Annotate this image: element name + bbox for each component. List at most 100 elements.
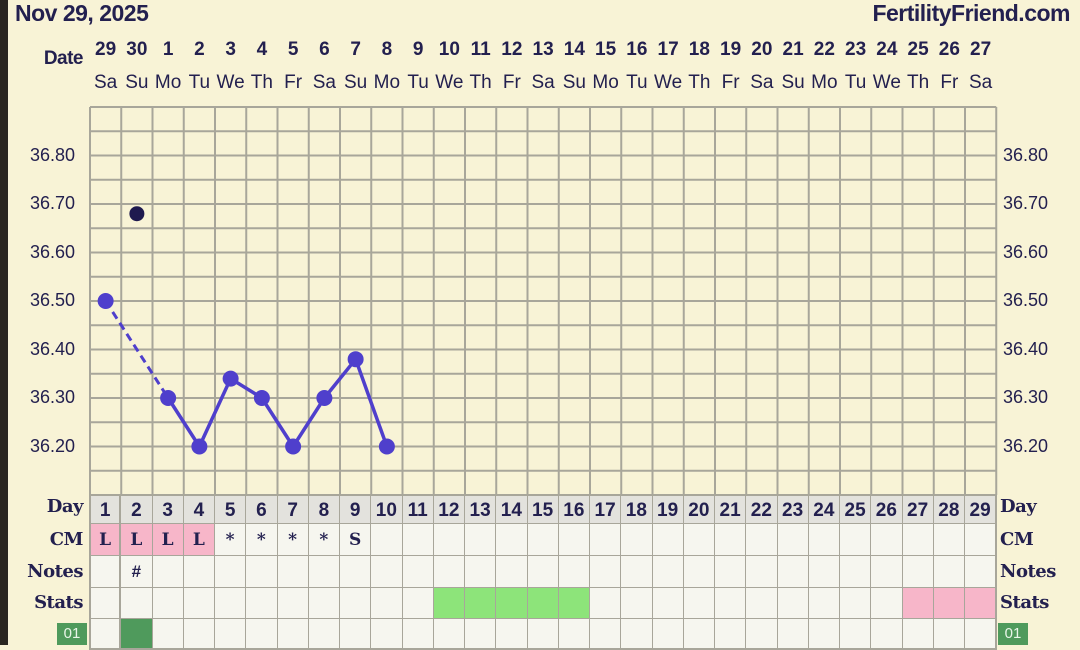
cm-cell[interactable]: * — [246, 524, 279, 557]
brand-logo-text[interactable]: FertilityFriend.com — [872, 0, 1070, 26]
bottom-cell[interactable] — [683, 619, 716, 650]
bottom-cell[interactable] — [808, 619, 841, 650]
cm-cell[interactable] — [621, 524, 654, 557]
bottom-cell[interactable] — [933, 619, 966, 650]
notes-cell[interactable] — [89, 556, 122, 589]
bottom-cell[interactable] — [652, 619, 685, 650]
bottom-cell[interactable] — [840, 619, 873, 650]
notes-cell[interactable] — [965, 556, 998, 589]
stats-cell[interactable] — [183, 588, 216, 620]
bottom-cell[interactable] — [715, 619, 748, 650]
stats-cell[interactable] — [371, 588, 404, 620]
bottom-cell[interactable] — [902, 619, 935, 650]
bottom-cell[interactable] — [465, 619, 498, 650]
cm-cell[interactable] — [496, 524, 529, 557]
cm-cell[interactable] — [371, 524, 404, 557]
cm-cell[interactable] — [433, 524, 466, 557]
stats-cell[interactable] — [527, 588, 560, 620]
cm-cell[interactable] — [683, 524, 716, 557]
notes-cell[interactable] — [371, 556, 404, 589]
cm-cell[interactable] — [402, 524, 435, 557]
cm-cell[interactable] — [902, 524, 935, 557]
bottom-cell[interactable] — [965, 619, 998, 650]
notes-cell[interactable] — [746, 556, 779, 589]
notes-cell[interactable] — [152, 556, 185, 589]
stats-cell[interactable] — [590, 588, 623, 620]
notes-cell[interactable]: # — [121, 556, 154, 589]
bottom-cell[interactable] — [558, 619, 591, 650]
stats-cell[interactable] — [933, 588, 966, 620]
notes-cell[interactable] — [715, 556, 748, 589]
bottom-cell[interactable] — [308, 619, 341, 650]
notes-cell[interactable] — [871, 556, 904, 589]
notes-cell[interactable] — [308, 556, 341, 589]
cm-cell[interactable]: * — [215, 524, 248, 557]
cm-cell[interactable] — [715, 524, 748, 557]
notes-cell[interactable] — [840, 556, 873, 589]
cm-cell[interactable] — [777, 524, 810, 557]
cm-cell[interactable] — [590, 524, 623, 557]
stats-cell[interactable] — [340, 588, 373, 620]
stats-cell[interactable] — [746, 588, 779, 620]
stats-cell[interactable] — [808, 588, 841, 620]
stats-cell[interactable] — [621, 588, 654, 620]
bottom-cell[interactable] — [433, 619, 466, 650]
cm-cell[interactable]: L — [121, 524, 154, 557]
bottom-cell[interactable] — [871, 619, 904, 650]
notes-cell[interactable] — [652, 556, 685, 589]
cm-cell[interactable] — [933, 524, 966, 557]
badge-left[interactable]: 01 — [57, 623, 87, 645]
stats-cell[interactable] — [215, 588, 248, 620]
stats-cell[interactable] — [683, 588, 716, 620]
notes-cell[interactable] — [433, 556, 466, 589]
bottom-cell[interactable] — [527, 619, 560, 650]
stats-cell[interactable] — [433, 588, 466, 620]
bottom-cell[interactable] — [402, 619, 435, 650]
notes-cell[interactable] — [465, 556, 498, 589]
cm-cell[interactable]: L — [89, 524, 122, 557]
badge-right[interactable]: 01 — [998, 623, 1028, 645]
stats-cell[interactable] — [715, 588, 748, 620]
stats-cell[interactable] — [777, 588, 810, 620]
stats-cell[interactable] — [246, 588, 279, 620]
cm-cell[interactable] — [527, 524, 560, 557]
cm-cell[interactable] — [965, 524, 998, 557]
notes-cell[interactable] — [496, 556, 529, 589]
stats-cell[interactable] — [965, 588, 998, 620]
stats-cell[interactable] — [840, 588, 873, 620]
notes-cell[interactable] — [527, 556, 560, 589]
cm-cell[interactable]: * — [277, 524, 310, 557]
notes-cell[interactable] — [777, 556, 810, 589]
cm-cell[interactable]: L — [152, 524, 185, 557]
notes-cell[interactable] — [590, 556, 623, 589]
stats-cell[interactable] — [277, 588, 310, 620]
bottom-cell[interactable] — [246, 619, 279, 650]
stats-cell[interactable] — [496, 588, 529, 620]
bottom-cell[interactable] — [89, 619, 122, 650]
cm-cell[interactable]: * — [308, 524, 341, 557]
notes-cell[interactable] — [933, 556, 966, 589]
notes-cell[interactable] — [683, 556, 716, 589]
notes-cell[interactable] — [215, 556, 248, 589]
bottom-cell[interactable] — [371, 619, 404, 650]
stats-cell[interactable] — [902, 588, 935, 620]
bottom-cell[interactable] — [277, 619, 310, 650]
bottom-cell[interactable] — [621, 619, 654, 650]
notes-cell[interactable] — [183, 556, 216, 589]
notes-cell[interactable] — [902, 556, 935, 589]
bottom-cell[interactable] — [746, 619, 779, 650]
cm-cell[interactable] — [652, 524, 685, 557]
bottom-cell[interactable] — [183, 619, 216, 650]
stats-cell[interactable] — [402, 588, 435, 620]
cm-cell[interactable] — [808, 524, 841, 557]
bottom-cell[interactable] — [590, 619, 623, 650]
bottom-cell[interactable] — [496, 619, 529, 650]
stats-cell[interactable] — [121, 588, 154, 620]
bottom-cell[interactable] — [152, 619, 185, 650]
notes-cell[interactable] — [808, 556, 841, 589]
stats-cell[interactable] — [308, 588, 341, 620]
stats-cell[interactable] — [152, 588, 185, 620]
stats-cell[interactable] — [871, 588, 904, 620]
cm-cell[interactable]: S — [340, 524, 373, 557]
bottom-cell[interactable] — [777, 619, 810, 650]
